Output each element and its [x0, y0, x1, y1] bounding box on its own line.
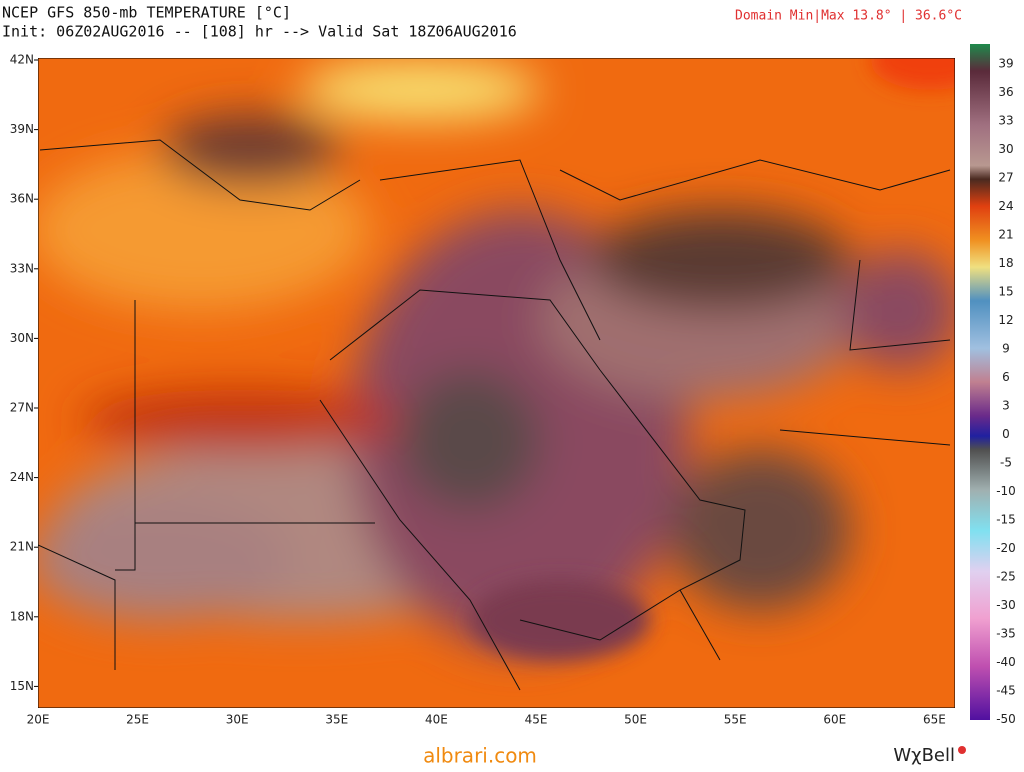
- domain-range: Domain Min|Max 13.8° | 36.6°C: [735, 9, 962, 24]
- brand-logo: WχBell: [893, 745, 955, 766]
- lat-label: 42N: [10, 53, 34, 67]
- colorbar-label: 30: [998, 142, 1013, 156]
- lon-label: 30E: [226, 713, 249, 727]
- colorbar-label: 18: [998, 256, 1013, 270]
- lon-label: 55E: [724, 713, 747, 727]
- temperature-field: [38, 58, 955, 708]
- colorbar: [970, 44, 990, 720]
- lat-label: 18N: [10, 609, 34, 623]
- lon-label: 20E: [27, 713, 50, 727]
- lat-label: 36N: [10, 192, 34, 206]
- colorbar-label: 9: [1002, 342, 1010, 356]
- lon-label: 50E: [624, 713, 647, 727]
- borders: [38, 139, 951, 691]
- colorbar-label: 12: [998, 313, 1013, 327]
- colorbar-label: -20: [996, 541, 1016, 555]
- lon-label: 45E: [525, 713, 548, 727]
- colorbar-label: -35: [996, 627, 1016, 641]
- brand-dot: [958, 746, 966, 754]
- colorbar-label: 21: [998, 228, 1013, 242]
- colorbar-label: 33: [998, 114, 1013, 128]
- colorbar-label: 15: [998, 285, 1013, 299]
- colorbar-label: 27: [998, 171, 1013, 185]
- colorbar-label: 6: [1002, 370, 1010, 384]
- colorbar-label: -45: [996, 684, 1016, 698]
- colorbar-label: -25: [996, 570, 1016, 584]
- colorbar-label: 0: [1002, 427, 1010, 441]
- colorbar-label: -10: [996, 484, 1016, 498]
- lon-label: 25E: [126, 713, 149, 727]
- lat-label: 39N: [10, 122, 34, 136]
- lon-label: 40E: [425, 713, 448, 727]
- lat-label: 24N: [10, 470, 34, 484]
- colorbar-label: -15: [996, 513, 1016, 527]
- lon-label: 65E: [923, 713, 946, 727]
- colorbar-label: -50: [996, 712, 1016, 726]
- subtitle: Init: 06Z02AUG2016 -- [108] hr --> Valid…: [2, 23, 517, 41]
- colorbar-label: 36: [998, 85, 1013, 99]
- lat-label: 15N: [10, 679, 34, 693]
- colorbar-label: 24: [998, 199, 1013, 213]
- lat-label: 33N: [10, 261, 34, 275]
- lat-label: 30N: [10, 331, 34, 345]
- colorbar-label: 3: [1002, 399, 1010, 413]
- title: NCEP GFS 850-mb TEMPERATURE [°C]: [2, 4, 291, 22]
- lon-label: 35E: [325, 713, 348, 727]
- lat-label: 21N: [10, 540, 34, 554]
- colorbar-label: -30: [996, 598, 1016, 612]
- colorbar-label: -5: [1000, 456, 1012, 470]
- colorbar-label: -40: [996, 655, 1016, 669]
- colorbar-label: 39: [998, 57, 1013, 71]
- site-watermark: albrari.com: [423, 744, 537, 768]
- lon-label: 60E: [823, 713, 846, 727]
- lat-label: 27N: [10, 401, 34, 415]
